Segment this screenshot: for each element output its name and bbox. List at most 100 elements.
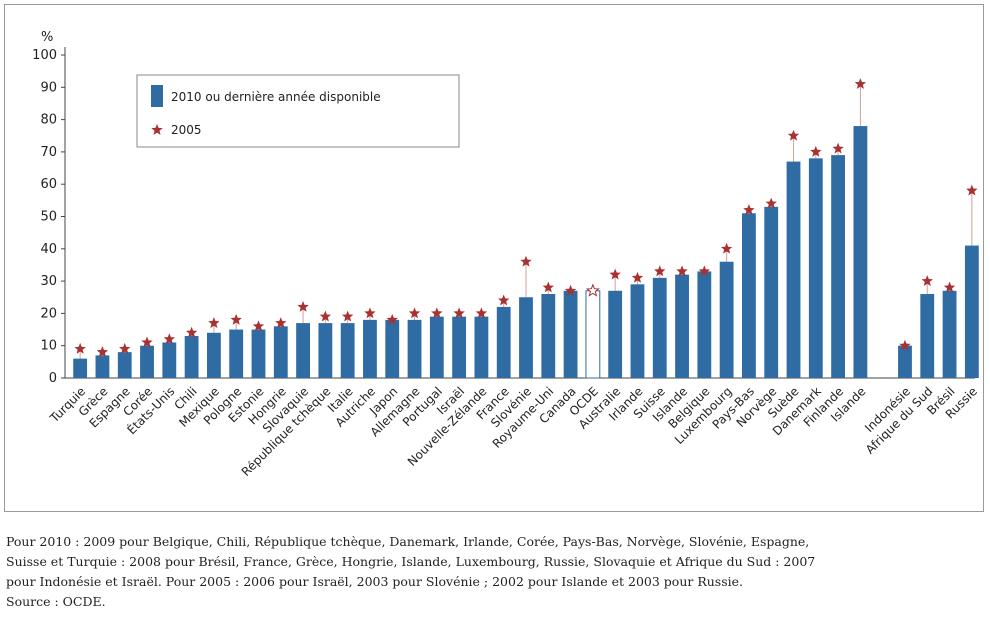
marker-2005	[498, 294, 510, 306]
marker-2005	[676, 265, 688, 277]
marker-2005	[386, 313, 398, 325]
marker-2005	[810, 145, 822, 157]
chart-frame: % 0 10 20 30 40 50 60 70 80 90 100 Turquie Grèce Espa…	[4, 4, 984, 512]
marker-2005	[654, 265, 666, 277]
bar	[563, 290, 578, 378]
marker-2005	[453, 307, 465, 319]
markers	[74, 78, 978, 358]
marker-2005	[119, 342, 131, 354]
bar	[541, 294, 556, 378]
marker-2005	[921, 275, 933, 286]
bar	[585, 290, 601, 379]
bar	[920, 294, 935, 378]
bar	[95, 355, 110, 378]
bar	[964, 245, 979, 378]
marker-2005	[141, 336, 153, 348]
marker-2005	[899, 339, 911, 351]
y-tick-label: 70	[40, 145, 57, 160]
bar	[429, 316, 444, 378]
bar	[786, 161, 801, 378]
bar	[296, 323, 310, 378]
note-line-3: pour Indonésie et Israël. Pour 2005 : 20…	[6, 574, 743, 589]
source-line: Source : OCDE.	[6, 594, 106, 609]
category-labels: TurquieGrèceEspagneCoréeÉtats-UnisChiliM…	[47, 384, 980, 479]
bar	[474, 316, 489, 378]
bar	[407, 319, 422, 378]
bar	[318, 323, 333, 378]
note-line-1: Pour 2010 : 2009 pour Belgique, Chili, R…	[6, 534, 810, 549]
note-line-2: Suisse et Turquie : 2008 pour Brésil, Fr…	[6, 554, 816, 569]
marker-2005	[520, 255, 532, 267]
marker-2005	[364, 307, 376, 319]
marker-2005	[185, 326, 198, 338]
marker-2005	[698, 265, 711, 277]
legend-box	[136, 74, 460, 148]
legend-label-series-2: 2005	[171, 123, 202, 137]
bar	[452, 316, 467, 378]
bar	[363, 319, 377, 378]
bar	[697, 271, 712, 378]
bar	[898, 345, 912, 378]
marker-2005	[564, 284, 577, 296]
bar	[675, 274, 689, 378]
marker-2005	[765, 197, 777, 209]
y-tick-label: 100	[32, 48, 57, 63]
bar	[808, 158, 823, 378]
bar-chart: % 0 10 20 30 40 50 60 70 80 90 100 TurquieGrèceEspa…	[32, 30, 980, 479]
bar	[206, 332, 221, 378]
bar	[608, 290, 623, 378]
bar	[831, 155, 846, 378]
y-tick-label: 60	[40, 177, 57, 192]
bar	[742, 213, 756, 378]
marker-2005	[832, 142, 844, 154]
marker-2005	[408, 307, 421, 319]
bar	[853, 126, 868, 378]
marker-2005	[96, 346, 109, 358]
legend-star-swatch	[151, 124, 163, 135]
bar	[764, 206, 779, 378]
bar	[251, 329, 266, 378]
y-tick-label: 10	[40, 339, 57, 354]
bar	[630, 284, 645, 378]
marker-2005	[542, 281, 554, 293]
chart-notes: Pour 2010 : 2009 pour Belgique, Chili, R…	[6, 532, 981, 612]
bar	[73, 358, 88, 378]
marker-2005	[341, 310, 354, 322]
marker-2005	[720, 242, 733, 254]
marker-2005	[74, 342, 86, 354]
marker-2005	[475, 307, 488, 319]
marker-2005	[585, 283, 600, 297]
marker-2005	[631, 271, 644, 283]
bar	[496, 306, 511, 378]
bar	[184, 336, 199, 378]
bar	[519, 297, 533, 378]
y-tick-label: 20	[40, 306, 57, 321]
marker-2005	[297, 300, 309, 312]
bar	[942, 290, 957, 378]
y-tick-label: 40	[40, 242, 57, 257]
marker-2005	[319, 310, 332, 322]
y-tick-label: 50	[40, 210, 57, 225]
y-tick-label: 90	[40, 80, 57, 95]
marker-2005	[431, 307, 443, 319]
bar	[162, 342, 177, 378]
bar	[652, 277, 667, 378]
marker-2005	[854, 78, 867, 89]
y-tick-label: 0	[49, 371, 57, 386]
bar	[140, 345, 154, 378]
bar	[719, 261, 734, 378]
marker-2005	[943, 281, 956, 293]
marker-2005	[275, 317, 287, 328]
y-tick-label: 80	[40, 113, 57, 128]
y-tick-label: 30	[40, 274, 57, 289]
marker-2005	[609, 268, 621, 280]
marker-2005	[966, 184, 978, 196]
legend-star-marker	[151, 124, 163, 135]
y-axis-label: %	[41, 30, 53, 45]
bar	[340, 323, 355, 378]
bar	[117, 352, 132, 378]
bar	[273, 326, 288, 378]
legend-label-series-1: 2010 ou dernière année disponible	[171, 90, 381, 104]
bar	[229, 329, 244, 378]
marker-2005	[163, 333, 176, 345]
